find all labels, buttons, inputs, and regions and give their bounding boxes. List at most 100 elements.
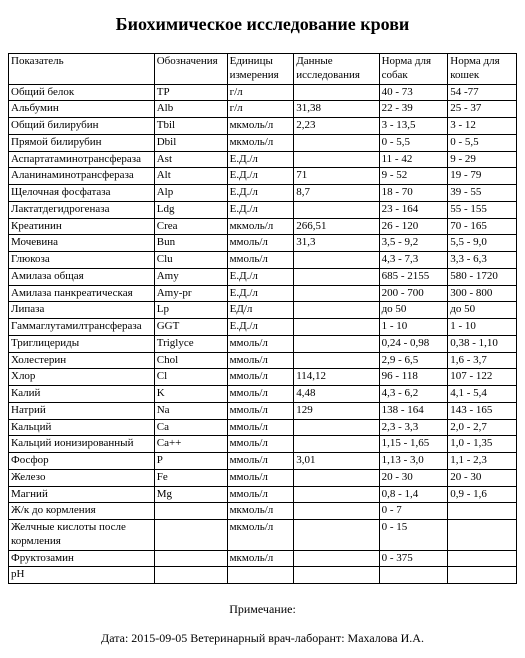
cell-symbol: P: [154, 453, 227, 470]
cell-norm-dog: 26 - 120: [379, 218, 448, 235]
cell-norm-cat: 54 -77: [448, 84, 517, 101]
cell-norm-dog: до 50: [379, 302, 448, 319]
cell-result: [294, 285, 379, 302]
cell-result: 31,3: [294, 235, 379, 252]
cell-units: Е.Д./л: [227, 268, 294, 285]
cell-parameter: Амилаза панкреатическая: [9, 285, 155, 302]
cell-parameter: Хлор: [9, 369, 155, 386]
cell-symbol: Triglyce: [154, 335, 227, 352]
cell-norm-cat: 1,0 - 1,35: [448, 436, 517, 453]
cell-parameter: Креатинин: [9, 218, 155, 235]
cell-result: 8,7: [294, 185, 379, 202]
cell-norm-dog: 2,3 - 3,3: [379, 419, 448, 436]
cell-symbol: [154, 520, 227, 551]
cell-norm-cat: 2,0 - 2,7: [448, 419, 517, 436]
cell-symbol: Bun: [154, 235, 227, 252]
table-body: Общий белокTPг/л40 - 7354 -77АльбуминAlb…: [9, 84, 517, 584]
cell-norm-dog: 9 - 52: [379, 168, 448, 185]
table-row: Общий билирубинTbilмкмоль/л2,233 - 13,53…: [9, 118, 517, 135]
cell-units: ммоль/л: [227, 402, 294, 419]
cell-norm-cat: 1,1 - 2,3: [448, 453, 517, 470]
cell-parameter: Общий белок: [9, 84, 155, 101]
col-norm-cat: Норма для кошек: [448, 54, 517, 85]
table-row: Общий белокTPг/л40 - 7354 -77: [9, 84, 517, 101]
cell-norm-cat: 9 - 29: [448, 151, 517, 168]
cell-norm-cat: 107 - 122: [448, 369, 517, 386]
table-row: Ж/к до кормлениямкмоль/л0 - 7: [9, 503, 517, 520]
table-row: ХолестеринCholммоль/л2,9 - 6,51,6 - 3,7: [9, 352, 517, 369]
cell-units: ммоль/л: [227, 252, 294, 269]
table-row: КалийKммоль/л4,484,3 - 6,24,1 - 5,4: [9, 386, 517, 403]
table-row: Прямой билирубинDbilмкмоль/л0 - 5,50 - 5…: [9, 134, 517, 151]
cell-parameter: Магний: [9, 486, 155, 503]
table-row: Амилаза общаяAmyЕ.Д./л685 - 2155580 - 17…: [9, 268, 517, 285]
table-header-row: Показатель Обозначения Единицы измерения…: [9, 54, 517, 85]
report-page: Биохимическое исследование крови Показат…: [0, 0, 525, 658]
cell-parameter: Фруктозамин: [9, 550, 155, 567]
cell-units: ЕД/л: [227, 302, 294, 319]
cell-norm-dog: 96 - 118: [379, 369, 448, 386]
cell-norm-dog: 0 - 375: [379, 550, 448, 567]
cell-norm-cat: 0,9 - 1,6: [448, 486, 517, 503]
cell-units: ммоль/л: [227, 352, 294, 369]
footer-line: Дата: 2015-09-05 Ветеринарный врач-лабор…: [8, 631, 517, 646]
cell-parameter: Прямой билирубин: [9, 134, 155, 151]
cell-result: [294, 567, 379, 584]
cell-result: 4,48: [294, 386, 379, 403]
table-row: ХлорClммоль/л114,1296 - 118107 - 122: [9, 369, 517, 386]
cell-symbol: GGT: [154, 319, 227, 336]
cell-norm-dog: 3 - 13,5: [379, 118, 448, 135]
cell-result: 129: [294, 402, 379, 419]
cell-symbol: Cl: [154, 369, 227, 386]
table-head: Показатель Обозначения Единицы измерения…: [9, 54, 517, 85]
cell-units: мкмоль/л: [227, 118, 294, 135]
cell-norm-dog: 4,3 - 6,2: [379, 386, 448, 403]
cell-parameter: pH: [9, 567, 155, 584]
cell-parameter: Кальций: [9, 419, 155, 436]
table-row: Кальций ионизированныйСa++ммоль/л1,15 - …: [9, 436, 517, 453]
cell-parameter: Ж/к до кормления: [9, 503, 155, 520]
cell-norm-dog: 138 - 164: [379, 402, 448, 419]
cell-result: [294, 335, 379, 352]
cell-parameter: Липаза: [9, 302, 155, 319]
cell-norm-cat: 39 - 55: [448, 185, 517, 202]
cell-parameter: Фосфор: [9, 453, 155, 470]
cell-symbol: Amy-pr: [154, 285, 227, 302]
cell-units: [227, 567, 294, 584]
table-row: Желчные кислоты после кормлениямкмоль/л0…: [9, 520, 517, 551]
cell-norm-cat: 0,38 - 1,10: [448, 335, 517, 352]
cell-norm-cat: [448, 567, 517, 584]
cell-result: [294, 201, 379, 218]
cell-norm-dog: 23 - 164: [379, 201, 448, 218]
cell-result: [294, 84, 379, 101]
table-row: МагнийMgммоль/л0,8 - 1,40,9 - 1,6: [9, 486, 517, 503]
cell-units: Е.Д./л: [227, 168, 294, 185]
cell-symbol: Ast: [154, 151, 227, 168]
table-row: Амилаза панкреатическаяAmy-prЕ.Д./л200 -…: [9, 285, 517, 302]
table-row: АланинаминотрансферазаAltЕ.Д./л719 - 521…: [9, 168, 517, 185]
cell-norm-cat: 19 - 79: [448, 168, 517, 185]
cell-units: г/л: [227, 84, 294, 101]
cell-symbol: Fe: [154, 469, 227, 486]
cell-result: 114,12: [294, 369, 379, 386]
cell-units: Е.Д./л: [227, 319, 294, 336]
cell-norm-dog: 1,13 - 3,0: [379, 453, 448, 470]
cell-symbol: [154, 503, 227, 520]
cell-parameter: Лактатдегидрогеназа: [9, 201, 155, 218]
cell-units: ммоль/л: [227, 235, 294, 252]
table-row: ФосфорPммоль/л3,011,13 - 3,01,1 - 2,3: [9, 453, 517, 470]
cell-units: ммоль/л: [227, 386, 294, 403]
cell-parameter: Амилаза общая: [9, 268, 155, 285]
cell-parameter: Натрий: [9, 402, 155, 419]
col-norm-dog: Норма для собак: [379, 54, 448, 85]
cell-symbol: Alt: [154, 168, 227, 185]
table-row: ТриглицеридыTriglyceммоль/л0,24 - 0,980,…: [9, 335, 517, 352]
cell-parameter: Аланинаминотрансфераза: [9, 168, 155, 185]
cell-symbol: Chol: [154, 352, 227, 369]
cell-parameter: Мочевина: [9, 235, 155, 252]
cell-norm-dog: 0,8 - 1,4: [379, 486, 448, 503]
cell-norm-dog: 1 - 10: [379, 319, 448, 336]
table-row: КальцийCaммоль/л2,3 - 3,32,0 - 2,7: [9, 419, 517, 436]
cell-units: мкмоль/л: [227, 503, 294, 520]
cell-symbol: Mg: [154, 486, 227, 503]
